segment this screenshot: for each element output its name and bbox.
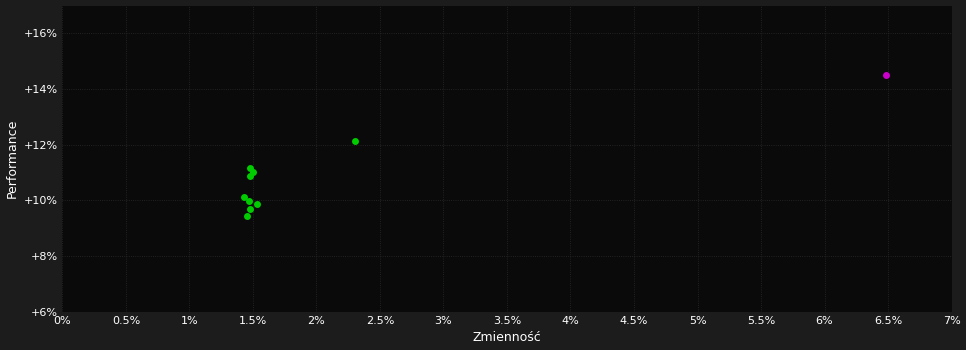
Point (239, 213, 254, 218)
Point (242, 198, 257, 204)
Point (347, 138, 362, 144)
Y-axis label: Performance: Performance (6, 119, 18, 198)
Point (242, 165, 258, 170)
Point (878, 72, 894, 77)
Point (242, 173, 258, 179)
Point (249, 201, 265, 206)
Point (237, 194, 252, 200)
X-axis label: Zmienność: Zmienność (472, 331, 541, 344)
Point (242, 206, 258, 212)
Point (245, 169, 261, 175)
